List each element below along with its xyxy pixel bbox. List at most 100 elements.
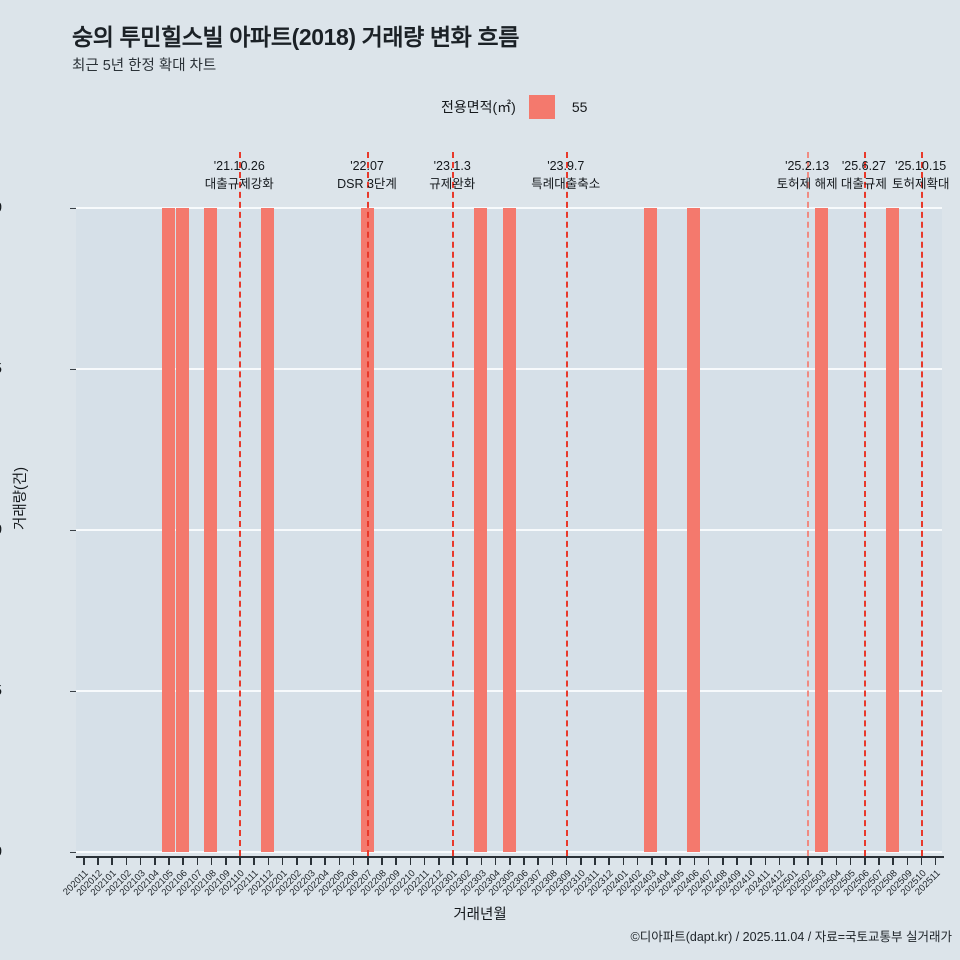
event-label: DSR 3단계 (337, 177, 397, 191)
event-date: '25.2.13 (785, 159, 830, 173)
x-tick-mark (650, 857, 653, 865)
x-tick-mark (324, 857, 327, 865)
event-annotation: '25.2.13 토허제 해제 (777, 157, 838, 193)
y-tick-mark (70, 852, 76, 853)
x-tick-mark (636, 857, 639, 865)
event-marker-line (452, 152, 455, 856)
y-tick-label: 0.75 (0, 361, 2, 377)
x-tick-mark (196, 857, 199, 865)
y-tick-label: 0.00 (0, 844, 2, 860)
x-tick-mark (835, 857, 838, 865)
y-axis-title: 거래량(건) (13, 466, 29, 530)
x-tick-mark (821, 857, 823, 865)
bar[interactable] (644, 208, 658, 852)
y-tick-label: 0.25 (0, 683, 2, 699)
x-tick-mark (182, 857, 185, 865)
x-tick-mark (523, 857, 525, 865)
x-tick-mark (622, 857, 625, 865)
bar[interactable] (474, 208, 488, 852)
bar[interactable] (175, 208, 189, 852)
x-tick-mark (480, 857, 483, 865)
x-tick-mark (452, 857, 454, 865)
bar[interactable] (161, 208, 175, 852)
x-tick-mark (97, 857, 99, 865)
x-tick-mark (878, 857, 880, 865)
chart-subtitle: 최근 5년 한정 확대 차트 (72, 58, 217, 74)
x-tick-mark (125, 857, 128, 865)
x-tick-mark (551, 857, 554, 865)
event-marker-line (239, 152, 242, 856)
bar[interactable] (885, 208, 899, 852)
event-marker-line (367, 152, 370, 856)
event-date: '25.6.27 (841, 159, 886, 173)
gridline (76, 851, 942, 853)
bar[interactable] (204, 208, 218, 852)
legend-swatch-55[interactable] (528, 95, 555, 119)
x-tick-mark (750, 857, 752, 865)
event-marker-line (920, 152, 923, 856)
event-annotation: '21.10.26 대출규제강화 (205, 157, 274, 193)
x-tick-mark (608, 857, 610, 865)
x-tick-mark (792, 857, 795, 865)
x-tick-mark (537, 857, 539, 865)
x-tick-mark (154, 857, 156, 865)
y-tick-mark (70, 530, 76, 531)
x-tick-mark (778, 857, 781, 865)
x-tick-mark (579, 857, 582, 865)
y-tick-label: 1.00 (0, 200, 2, 216)
event-annotation: '23.1.3 규제완화 (429, 157, 475, 193)
x-tick-mark (679, 857, 681, 865)
y-tick-mark (70, 369, 76, 370)
x-tick-mark (849, 857, 852, 865)
event-marker-line (565, 152, 568, 856)
event-label: 토허제 해제 (776, 177, 838, 191)
plot-area (76, 152, 942, 856)
x-tick-mark (239, 857, 241, 865)
event-label: 대출규제 (840, 177, 887, 191)
x-tick-mark (892, 857, 894, 865)
event-annotation: '22.07 DSR 3단계 (337, 157, 397, 193)
x-tick-mark (267, 857, 270, 865)
y-tick-mark (70, 208, 76, 209)
x-tick-mark (310, 857, 312, 865)
x-tick-mark (466, 857, 468, 865)
x-tick-mark (594, 857, 596, 865)
legend: 전용면적(㎡) 55 (441, 94, 587, 120)
x-tick-mark (168, 857, 170, 865)
x-axis-title: 거래년월 (453, 907, 507, 923)
x-axis-line (76, 856, 944, 858)
bar[interactable] (261, 208, 275, 852)
x-tick-mark (693, 857, 696, 865)
x-tick-mark (111, 857, 114, 865)
x-tick-mark (764, 857, 767, 865)
x-tick-mark (920, 857, 923, 865)
bar[interactable] (687, 208, 701, 852)
bar[interactable] (502, 208, 516, 852)
event-label: 특례대출축소 (531, 177, 601, 191)
x-tick-mark (721, 857, 724, 865)
x-tick-mark (395, 857, 398, 865)
event-date: '23.9.7 (547, 159, 585, 173)
x-tick-mark (736, 857, 738, 865)
x-tick-mark (423, 857, 426, 865)
event-annotation: '25.10.15 토허제확대 (892, 157, 950, 193)
x-tick-mark (210, 857, 213, 865)
x-tick-mark (409, 857, 412, 865)
x-tick-mark (707, 857, 710, 865)
x-tick-mark (338, 857, 341, 865)
event-marker-line (863, 152, 866, 856)
legend-label-55: 55 (571, 99, 588, 115)
chart-title: 숭의 투민힐스빌 아파트(2018) 거래량 변화 흐름 (72, 24, 519, 50)
x-tick-mark (565, 857, 568, 865)
x-tick-mark (352, 857, 355, 865)
x-tick-mark (296, 857, 298, 865)
bar[interactable] (814, 208, 828, 852)
event-label: 토허제확대 (891, 177, 950, 191)
x-tick-mark (83, 857, 85, 865)
y-tick-label: 0.50 (0, 522, 2, 538)
event-annotation: '23.9.7 특례대출축소 (531, 157, 600, 193)
event-label: 규제완화 (429, 177, 476, 191)
x-tick-mark (665, 857, 667, 865)
x-tick-mark (281, 857, 284, 865)
